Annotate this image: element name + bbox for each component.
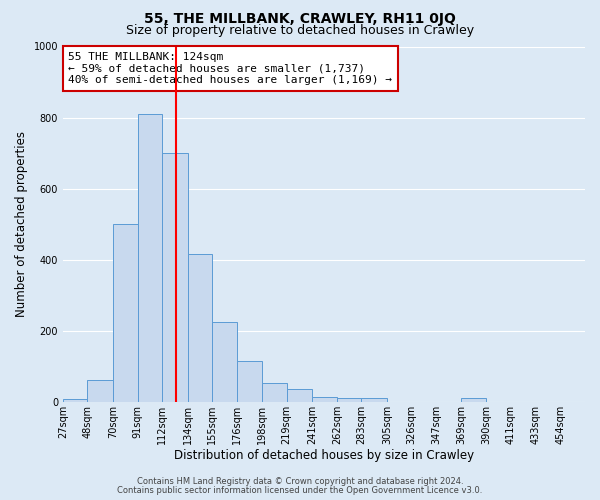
Text: Size of property relative to detached houses in Crawley: Size of property relative to detached ho… xyxy=(126,24,474,37)
Text: Contains HM Land Registry data © Crown copyright and database right 2024.: Contains HM Land Registry data © Crown c… xyxy=(137,477,463,486)
Bar xyxy=(337,398,361,402)
Bar xyxy=(313,397,337,402)
Bar xyxy=(63,399,88,402)
Bar xyxy=(361,398,387,402)
Bar xyxy=(287,390,313,402)
Text: Contains public sector information licensed under the Open Government Licence v3: Contains public sector information licen… xyxy=(118,486,482,495)
Bar xyxy=(262,384,287,402)
Bar xyxy=(212,322,236,402)
X-axis label: Distribution of detached houses by size in Crawley: Distribution of detached houses by size … xyxy=(174,450,474,462)
Bar xyxy=(188,254,212,402)
Text: 55, THE MILLBANK, CRAWLEY, RH11 0JQ: 55, THE MILLBANK, CRAWLEY, RH11 0JQ xyxy=(144,12,456,26)
Text: 55 THE MILLBANK: 124sqm
← 59% of detached houses are smaller (1,737)
40% of semi: 55 THE MILLBANK: 124sqm ← 59% of detache… xyxy=(68,52,392,85)
Y-axis label: Number of detached properties: Number of detached properties xyxy=(15,131,28,317)
Bar xyxy=(461,398,486,402)
Bar xyxy=(236,361,262,402)
Bar xyxy=(137,114,162,402)
Bar xyxy=(88,380,113,402)
Bar xyxy=(113,224,137,402)
Bar xyxy=(162,153,188,402)
